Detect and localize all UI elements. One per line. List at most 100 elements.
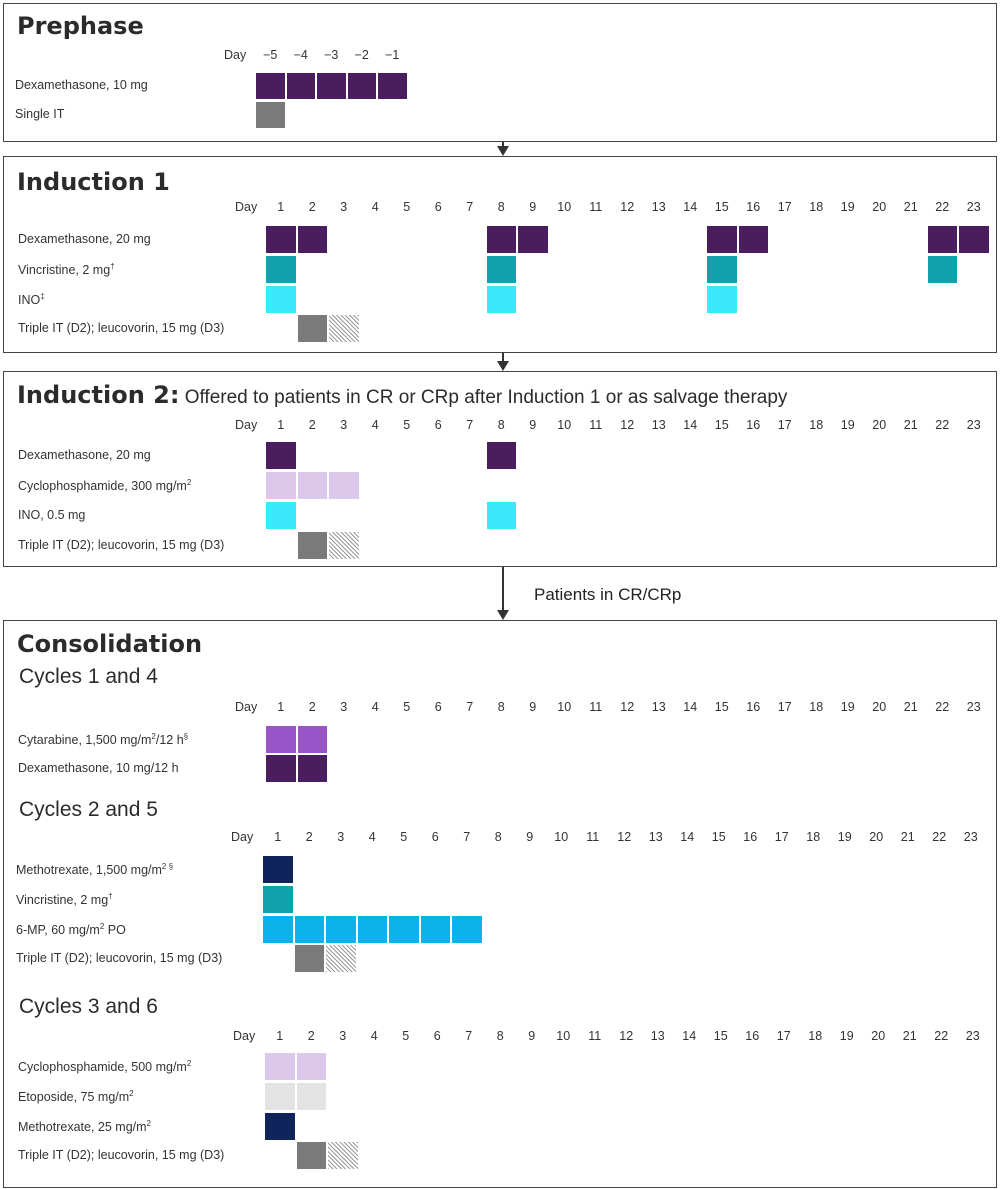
- dose-cell: [265, 285, 297, 314]
- induction2-subtitle: Offered to patients in CR or CRp after I…: [179, 387, 788, 408]
- day-tick-label: 15: [711, 830, 726, 844]
- day-tick-label: 5: [402, 1029, 410, 1043]
- day-tick-label: 10: [554, 830, 569, 844]
- day-tick-label: 10: [557, 700, 572, 714]
- day-tick-label: −2: [354, 48, 369, 62]
- day-tick-label: 12: [617, 830, 632, 844]
- day-tick-label: 18: [808, 1029, 823, 1043]
- day-tick-label: 17: [776, 1029, 791, 1043]
- day-tick-label: 4: [371, 200, 379, 214]
- day-tick-label: 23: [966, 700, 981, 714]
- dose-cell: [296, 314, 328, 343]
- day-tick-label: 15: [714, 700, 729, 714]
- drug-label: Methotrexate, 1,500 mg/m2 §: [16, 861, 174, 877]
- day-tick-label: 13: [650, 1029, 665, 1043]
- day-axis-label: Day: [224, 48, 247, 62]
- dose-cell: [262, 915, 294, 944]
- day-tick-label: 12: [619, 1029, 634, 1043]
- day-tick-label: 7: [465, 1029, 473, 1043]
- day-tick-label: 10: [557, 418, 572, 432]
- dose-cell: [451, 915, 483, 944]
- day-tick-label: 19: [837, 830, 852, 844]
- day-tick-label: 9: [529, 700, 537, 714]
- day-tick-label: 17: [777, 700, 792, 714]
- cycles-2-5-title: Cycles 2 and 5: [19, 798, 158, 821]
- dose-cell: [255, 101, 286, 129]
- day-tick-label: 11: [586, 830, 600, 844]
- day-tick-label: 5: [400, 830, 408, 844]
- day-tick-label: 7: [466, 418, 474, 432]
- day-tick-label: 18: [809, 418, 824, 432]
- day-tick-label: 7: [466, 700, 474, 714]
- day-tick-label: 11: [589, 418, 603, 432]
- day-tick-label: 6: [434, 700, 442, 714]
- consolidation-title: Consolidation: [17, 630, 203, 658]
- day-tick-label: 23: [966, 200, 981, 214]
- day-tick-label: 2: [308, 200, 316, 214]
- arrow-induction1-induction2: [502, 353, 504, 361]
- dose-cell: [296, 531, 328, 560]
- day-tick-label: 4: [371, 418, 379, 432]
- drug-label: Dexamethasone, 10 mg: [15, 78, 148, 92]
- day-tick-label: 8: [497, 200, 505, 214]
- dose-cell: [388, 915, 420, 944]
- day-tick-label: 22: [935, 200, 950, 214]
- arrow-head-1: [497, 146, 509, 156]
- day-tick-label: 20: [869, 830, 884, 844]
- day-tick-label: 22: [934, 1029, 949, 1043]
- dose-cell: [293, 915, 325, 944]
- day-tick-label: 16: [746, 200, 761, 214]
- day-tick-label: 20: [872, 418, 887, 432]
- day-tick-label: 4: [370, 1029, 378, 1043]
- dose-cell: [706, 255, 738, 284]
- leucovorin-cell: [328, 314, 360, 343]
- dose-cell: [316, 72, 347, 100]
- dose-cell: [255, 72, 286, 100]
- day-tick-label: 9: [526, 830, 534, 844]
- day-tick-label: 15: [713, 1029, 728, 1043]
- day-tick-label: 14: [683, 700, 698, 714]
- day-tick-label: 6: [433, 1029, 441, 1043]
- dose-cell: [264, 1082, 296, 1111]
- dose-cell: [265, 255, 297, 284]
- day-tick-label: 1: [277, 700, 285, 714]
- day-tick-label: −3: [324, 48, 339, 62]
- dose-cell: [346, 72, 377, 100]
- dose-cell: [296, 225, 328, 254]
- dose-cell: [262, 885, 294, 914]
- day-axis-label: Day: [235, 200, 258, 214]
- day-tick-label: 17: [777, 418, 792, 432]
- day-tick-label: 8: [494, 830, 502, 844]
- day-tick-label: 13: [648, 830, 663, 844]
- drug-label: Vincristine, 2 mg†: [18, 261, 115, 277]
- dose-cell: [293, 944, 325, 973]
- leucovorin-cell: [328, 531, 360, 560]
- day-tick-label: 14: [683, 200, 698, 214]
- day-tick-label: 15: [714, 200, 729, 214]
- prephase-title: Prephase: [17, 12, 144, 40]
- drug-label: Dexamethasone, 20 mg: [18, 447, 151, 462]
- cycles-3-6-title: Cycles 3 and 6: [19, 995, 158, 1018]
- dose-cell: [706, 285, 738, 314]
- day-tick-label: 20: [871, 1029, 886, 1043]
- drug-label: Methotrexate, 25 mg/m2: [18, 1118, 151, 1134]
- dose-cell: [325, 915, 357, 944]
- day-tick-label: 3: [340, 200, 348, 214]
- day-tick-label: 14: [683, 418, 698, 432]
- day-tick-label: 4: [371, 700, 379, 714]
- day-tick-label: 3: [340, 418, 348, 432]
- drug-label: INO‡: [18, 291, 45, 307]
- day-tick-label: 19: [840, 418, 855, 432]
- day-axis-label: Day: [233, 1029, 256, 1043]
- day-axis-label: Day: [231, 830, 254, 844]
- day-tick-label: 2: [307, 1029, 315, 1043]
- drug-label: Cyclophosphamide, 500 mg/m2: [18, 1058, 192, 1074]
- day-tick-label: 6: [434, 418, 442, 432]
- day-tick-label: 20: [872, 200, 887, 214]
- day-tick-label: 2: [308, 700, 316, 714]
- day-tick-label: 11: [589, 200, 603, 214]
- dose-cell: [356, 915, 388, 944]
- dose-cell: [264, 1112, 296, 1141]
- dose-cell: [926, 255, 958, 284]
- dose-cell: [485, 255, 517, 284]
